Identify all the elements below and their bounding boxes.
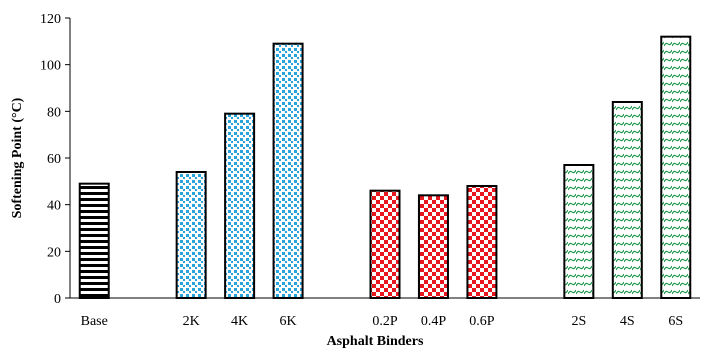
bar-0-4p (417, 194, 449, 299)
y-tick-label: 120 (40, 12, 61, 27)
y-tick-label: 80 (47, 105, 61, 120)
y-tick-label: 100 (40, 59, 61, 74)
bar-2k (175, 171, 207, 299)
x-tick-label: 4K (231, 314, 248, 329)
y-tick-label: 60 (47, 152, 61, 167)
bar-base (78, 182, 110, 300)
x-tick-label: 2K (183, 314, 200, 329)
x-tick-label: 2S (571, 314, 586, 329)
x-tick-label: 0.2P (372, 314, 398, 329)
x-tick-label: 6S (668, 314, 683, 329)
bars (78, 35, 692, 300)
bar-0-6p (466, 185, 498, 299)
x-tick-label: 6K (280, 314, 297, 329)
y-tick-label: 40 (47, 199, 61, 214)
x-tick-label: 0.6P (469, 314, 495, 329)
y-axis-title: Softening Point (°C) (10, 97, 25, 218)
x-tick-label: 4S (620, 314, 635, 329)
bar-6s (660, 35, 692, 300)
bar-4k (224, 112, 256, 299)
x-tick-label: Base (81, 314, 108, 329)
y-tick-label: 20 (47, 245, 61, 260)
x-tick-label: 0.4P (421, 314, 447, 329)
bar-0-2p (369, 189, 401, 300)
y-axis-ticks: 0 20 40 60 80 100 120 (40, 12, 70, 307)
y-tick-label: 0 (54, 292, 61, 307)
bar-4s (611, 101, 643, 299)
bar-2s (563, 164, 595, 299)
x-axis-title: Asphalt Binders (327, 334, 424, 348)
bar-6k (272, 42, 304, 299)
x-axis-labels: Base 2K 4K 6K 0.2P 0.4P 0.6P 2S 4S 6S (81, 314, 684, 329)
